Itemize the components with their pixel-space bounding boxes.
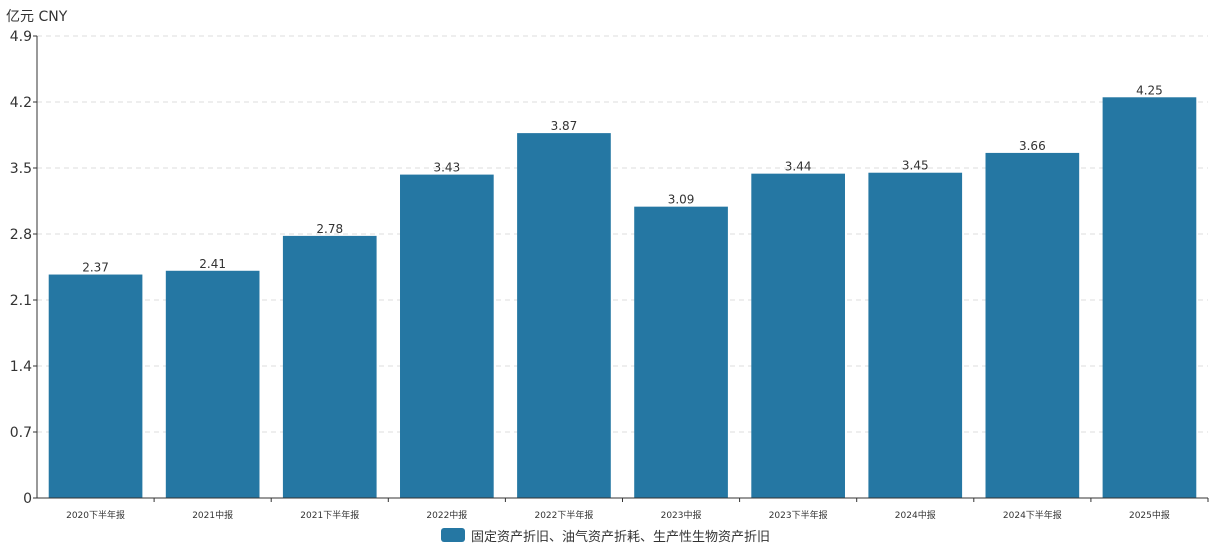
bars: 2.37 2.41 2.78 3.43 3.87 3.09 3.44 3.45 3.66 4.25	[48, 83, 1197, 499]
axes: 0 0.7 1.4 2.1 2.8 3.5 4.2 4.9 2020下半年报 2021中报 2021…	[10, 29, 1209, 520]
y-tick-label: 4.2	[10, 95, 32, 111]
x-tick-label: 2022中报	[426, 509, 467, 520]
bar[interactable]	[48, 274, 143, 498]
bar[interactable]	[517, 133, 611, 498]
x-tick-label: 2025中报	[1129, 509, 1170, 520]
x-tick-label: 2020下半年报	[66, 509, 125, 520]
bar-value-label: 2.78	[316, 222, 343, 236]
legend-label: 固定资产折旧、油气资产折耗、生产性生物资产折旧	[470, 529, 770, 545]
y-tick-label: 4.9	[10, 29, 32, 45]
bar-value-label: 2.37	[82, 261, 109, 275]
x-tick-label: 2024中报	[895, 509, 936, 520]
x-tick-label: 2021下半年报	[300, 509, 359, 520]
bar-value-label: 3.44	[785, 160, 812, 174]
bar-value-label: 3.45	[902, 159, 929, 173]
bar-value-label: 4.25	[1136, 83, 1163, 97]
x-tick-label: 2023下半年报	[769, 509, 828, 520]
x-tick-label: 2024下半年报	[1003, 509, 1062, 520]
y-tick-label: 1.4	[10, 359, 32, 375]
bar[interactable]	[1102, 97, 1197, 499]
y-tick-label: 2.8	[10, 227, 32, 243]
bar[interactable]	[751, 173, 845, 498]
bar-value-label: 2.41	[199, 257, 226, 271]
y-tick-label: 0.7	[10, 425, 32, 441]
bar-value-label: 3.66	[1019, 139, 1046, 153]
y-axis-unit-label: 亿元 CNY	[6, 9, 68, 25]
legend-swatch	[440, 528, 465, 542]
y-tick-label: 3.5	[10, 161, 32, 177]
y-tick-label: 0	[23, 491, 32, 507]
x-tick-label: 2023中报	[661, 509, 702, 520]
bar[interactable]	[868, 172, 963, 498]
x-tick-label: 2022下半年报	[534, 509, 593, 520]
bar[interactable]	[400, 174, 494, 498]
bar[interactable]	[282, 235, 377, 498]
bar-value-label: 3.87	[551, 119, 578, 133]
bar-chart: 2.37 2.41 2.78 3.43 3.87 3.09 3.44 3.45 3.66 4.25…	[10, 29, 1209, 520]
bar[interactable]	[985, 152, 1080, 498]
legend[interactable]: 固定资产折旧、油气资产折耗、生产性生物资产折旧	[0, 525, 1211, 545]
bar[interactable]	[634, 206, 728, 498]
y-tick-label: 2.1	[10, 293, 32, 309]
x-tick-label: 2021中报	[192, 509, 233, 520]
bar-value-label: 3.43	[433, 161, 460, 175]
bar[interactable]	[165, 270, 260, 498]
bar-value-label: 3.09	[668, 193, 695, 207]
